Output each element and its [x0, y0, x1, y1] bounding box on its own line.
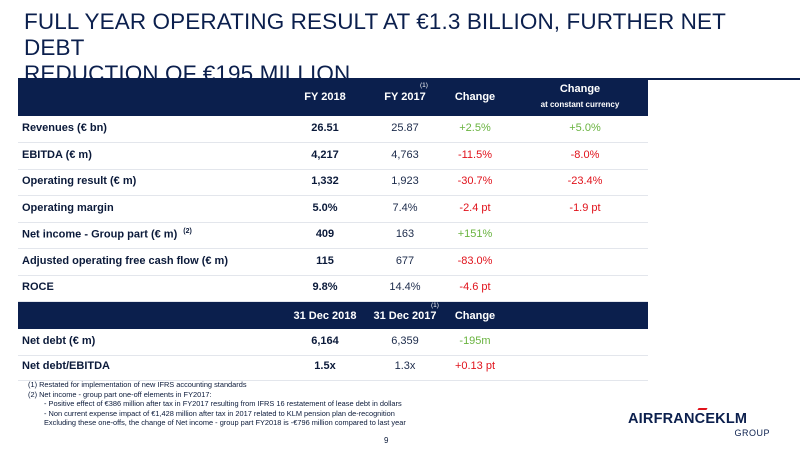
col-fy2017-footnote: (1): [420, 82, 428, 89]
col-dec2017: 31 Dec 2017: [373, 310, 437, 322]
cell-fy2017: 25.87: [391, 122, 419, 134]
cell-change-ccy: -23.4%: [567, 175, 603, 187]
cell-change: -4.6 pt: [459, 281, 491, 293]
table-row: EBITDA (€ m) 4,217 4,763 -11.5% -8.0%: [18, 143, 648, 170]
cell-fy2017: 7.4%: [392, 201, 418, 214]
page-title: FULL YEAR OPERATING RESULT AT €1.3 BILLI…: [24, 9, 784, 87]
cell-fy2017: 677: [395, 254, 415, 267]
cell-change: -195m: [459, 335, 491, 347]
cell-fy2018: 409: [315, 228, 335, 240]
cell-fy2018: 9.8%: [312, 281, 338, 293]
cell-fy2018: 115: [316, 254, 334, 267]
table-row: Net income - Group part (€ m) (2) 409 163 +1…: [18, 222, 648, 249]
cell-change: +2.5%: [459, 122, 491, 134]
table-row: ROCE 9.8% 14.4% -4.6 pt: [18, 275, 648, 302]
row-label-text: Operating margin: [22, 201, 114, 214]
cell-dec2018: 1.5x: [314, 360, 336, 372]
footnote-1: (1) Restated for implementation of new I…: [28, 380, 247, 389]
cell-fy2018: 5.0%: [312, 201, 338, 214]
col-change: Change: [454, 91, 496, 103]
col-fy2017: FY 2017: [384, 91, 426, 103]
col-change-ccy: Change: [559, 83, 601, 95]
title-line-1: FULL YEAR OPERATING RESULT AT €1.3 BILLI…: [24, 9, 726, 60]
table-row: Net debt/EBITDA 1.5x 1.3x +0.13 pt: [18, 354, 648, 381]
col-dec2017-footnote: (1): [431, 302, 439, 309]
col-change-2: Change: [454, 310, 496, 322]
row-label-text: Net income - Group part (€ m): [22, 228, 178, 241]
row-label: Adjusted operating free cash flow (€ m): [22, 255, 228, 267]
row-label: EBITDA (€ m): [22, 149, 92, 161]
col-fy2018: FY 2018: [304, 91, 346, 103]
row-label-text: Revenues (€ bn): [22, 122, 107, 134]
cell-change-ccy: -8.0%: [570, 148, 600, 161]
cell-fy2017: 163: [395, 228, 415, 240]
cell-change: +0.13 pt: [454, 360, 496, 372]
row-label: ROCE: [22, 281, 54, 293]
cell-fy2017: 4,763: [391, 148, 419, 161]
table-row: Operating result (€ m) 1,332 1,923 -30.7% -2…: [18, 169, 648, 196]
row-label: Net debt (€ m): [22, 335, 96, 347]
col-dec2018: 31 Dec 2018: [293, 310, 357, 322]
airfrance-klm-logo: AIRFRANCEKLM GROUP: [628, 408, 788, 438]
footnote-2-item-2: - Non current expense impact of €1,428 m…: [44, 408, 395, 418]
logo-accent-stripe: [697, 408, 708, 410]
cell-change: -2.4 pt: [459, 201, 491, 214]
cell-change-ccy: +5.0%: [569, 122, 601, 134]
row-label-text: Adjusted operating free cash flow (€ m): [22, 254, 228, 267]
footnote-2-summary: Excluding these one-offs, the change of …: [44, 418, 406, 428]
cell-dec2018: 6,164: [311, 335, 339, 347]
row-label-text: EBITDA (€ m): [22, 148, 92, 161]
cell-change: -83.0%: [457, 254, 493, 267]
footnote-2-item-1: - Positive effect of €386 million after …: [44, 399, 402, 409]
row-label: Revenues (€ bn): [22, 122, 107, 134]
cell-change: +151%: [457, 228, 493, 240]
row-label: Net debt/EBITDA: [22, 360, 110, 372]
cell-dec2017: 1.3x: [394, 360, 416, 372]
row-footnote-ref: (2): [183, 228, 192, 235]
cell-fy2018: 26.51: [311, 122, 339, 134]
cell-change: -11.5%: [457, 148, 493, 161]
table-row: Net debt (€ m) 6,164 6,359 -195m: [18, 329, 648, 356]
footnotes: (1) Restated for implementation of new I…: [28, 380, 406, 428]
cell-change: -30.7%: [457, 175, 493, 187]
row-label: Operating result (€ m): [22, 175, 136, 187]
cell-fy2017: 1,923: [391, 175, 419, 187]
cell-change-ccy: -1.9 pt: [569, 201, 601, 214]
row-label-text: ROCE: [22, 281, 54, 293]
logo-group-text: GROUP: [734, 428, 770, 438]
logo-wordmark: AIRFRANCEKLM: [628, 411, 748, 427]
title-divider: [18, 78, 800, 80]
table1-header: FY 2018 FY 2017 (1) Change Change at con…: [18, 80, 648, 116]
cell-fy2017: 14.4%: [389, 281, 421, 293]
table-row: Revenues (€ bn) 26.51 25.87 +2.5% +5.0%: [18, 116, 648, 143]
cell-fy2018: 4,217: [311, 148, 339, 161]
row-label-text: Operating result (€ m): [22, 175, 137, 187]
row-label: Operating margin: [22, 202, 114, 214]
col-change-ccy-sub: at constant currency: [540, 100, 620, 109]
row-label: Net income - Group part (€ m) (2): [22, 228, 192, 241]
page-number: 9: [384, 436, 389, 445]
footnote-2: (2) Net income - group part one-off elem…: [28, 389, 212, 399]
table2-header: 31 Dec 2018 31 Dec 2017 (1) Change: [18, 302, 648, 329]
table-row: Operating margin 5.0% 7.4% -2.4 pt -1.9 pt: [18, 196, 648, 223]
cell-fy2018: 1,332: [311, 175, 339, 187]
cell-dec2017: 6,359: [391, 335, 419, 347]
table-row: Adjusted operating free cash flow (€ m) 1…: [18, 249, 648, 276]
